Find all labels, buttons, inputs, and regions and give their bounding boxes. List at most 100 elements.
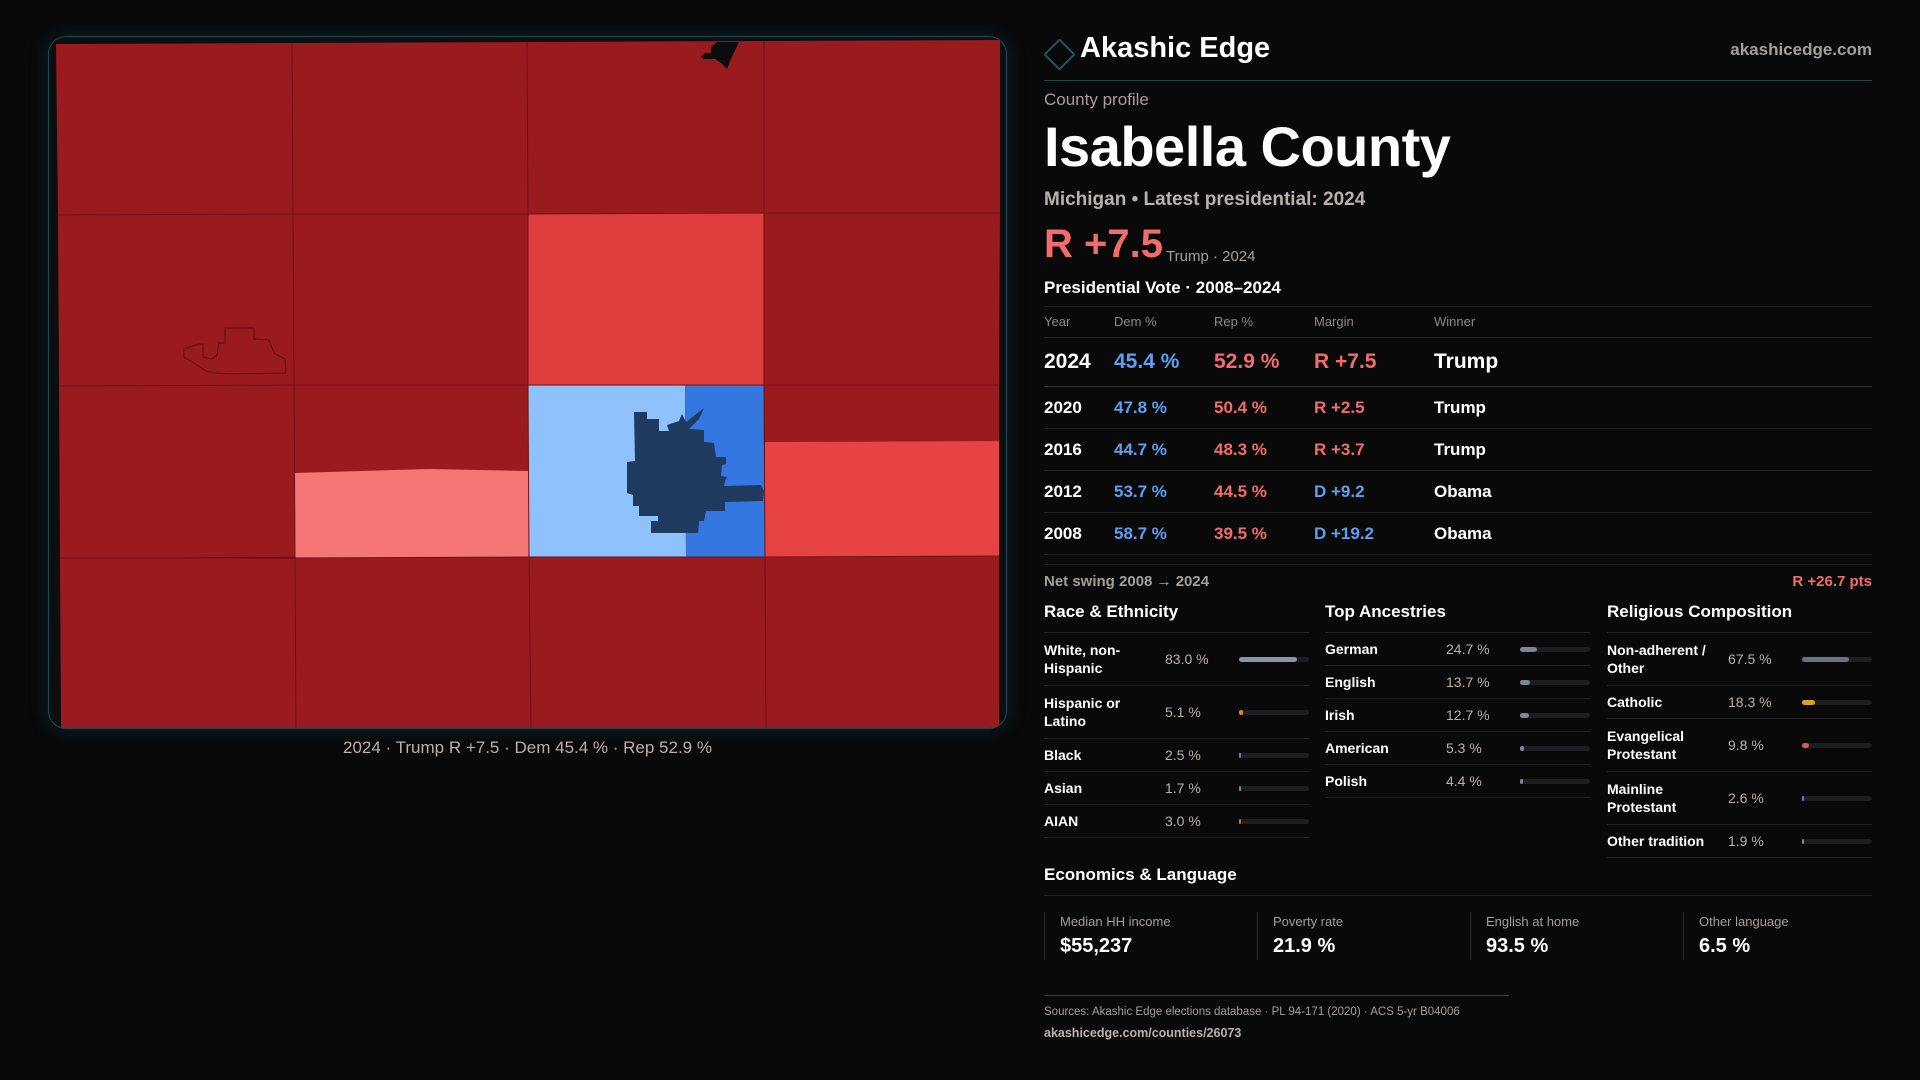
map-precinct[interactable] — [764, 385, 999, 442]
page-title: Isabella County — [1044, 115, 1451, 178]
demographic-label: Evangelical Protestant — [1607, 728, 1685, 762]
demographic-bar-fill — [1239, 709, 1243, 715]
row-winner: Trump — [1434, 398, 1486, 417]
demographic-row: Evangelical Protestant 9.8 % — [1607, 719, 1872, 772]
demographic-bar — [1802, 838, 1872, 844]
col-header-rep: Rep % — [1214, 314, 1254, 329]
demographic-value: 83.0 % — [1165, 651, 1209, 667]
col-header-dem: Dem % — [1114, 314, 1157, 329]
demographic-row: German 24.7 % — [1325, 633, 1590, 666]
demographic-value: 1.9 % — [1728, 833, 1764, 849]
demographic-label: AIAN — [1044, 813, 1079, 829]
demographic-bar — [1802, 742, 1872, 748]
demographic-value: 4.4 % — [1446, 773, 1482, 789]
demographic-row: Mainline Protestant 2.6 % — [1607, 772, 1872, 825]
table-row: 2024 45.4 % 52.9 % R +7.5 Trump — [1044, 338, 1872, 387]
demographic-label: White, non-Hispanic — [1044, 642, 1121, 676]
map-precinct[interactable] — [295, 557, 531, 729]
stat-label: Other language — [1699, 914, 1789, 929]
row-winner: Trump — [1434, 350, 1499, 373]
demographic-bar-fill — [1520, 778, 1524, 784]
demographic-bar-fill — [1239, 656, 1298, 662]
section-title: Top Ancestries — [1325, 602, 1590, 633]
map-void-area — [701, 42, 739, 69]
row-rep: 39.5 % — [1214, 524, 1267, 543]
stat-card-median-income: Median HH income $55,237 — [1044, 912, 1250, 960]
demographic-value: 5.1 % — [1165, 704, 1201, 720]
row-year: 2020 — [1044, 398, 1082, 417]
map-precinct[interactable] — [765, 441, 999, 557]
latest-margin: R +7.5 — [1044, 222, 1163, 266]
map-precinct[interactable] — [59, 385, 295, 558]
demographic-bar-fill — [1802, 699, 1815, 705]
row-dem: 58.7 % — [1114, 524, 1167, 543]
stat-label: Median HH income — [1060, 914, 1171, 929]
map-precinct[interactable] — [764, 213, 1000, 385]
demographic-label: Mainline Protestant — [1607, 781, 1677, 815]
city-mount-pleasant[interactable] — [627, 408, 764, 533]
map-precinct[interactable] — [292, 42, 528, 214]
row-margin: D +9.2 — [1314, 482, 1365, 501]
demographic-row: Non-adherent / Other 67.5 % — [1607, 633, 1872, 686]
section-title: Religious Composition — [1607, 602, 1872, 633]
demographic-label: American — [1325, 740, 1389, 756]
demographic-label: Polish — [1325, 773, 1368, 789]
map-precinct[interactable] — [528, 213, 764, 385]
demographic-bar — [1239, 709, 1309, 715]
demographic-value: 12.7 % — [1446, 707, 1490, 723]
demographic-bar — [1802, 795, 1872, 801]
demographic-value: 9.8 % — [1728, 737, 1764, 753]
stat-label: Poverty rate — [1273, 914, 1344, 929]
table-row: 2016 44.7 % 48.3 % R +3.7 Trump — [1044, 429, 1872, 471]
map-precinct[interactable] — [764, 40, 1000, 213]
stat-label: English at home — [1486, 914, 1580, 929]
brand-site-link[interactable]: akashicedge.com — [1730, 40, 1872, 59]
demographic-row: Catholic 18.3 % — [1607, 686, 1872, 719]
row-dem: 53.7 % — [1114, 482, 1167, 501]
demographic-bar-fill — [1802, 656, 1850, 662]
demographic-row: Black 2.5 % — [1044, 739, 1309, 772]
source-url-link[interactable]: akashicedge.com/counties/26073 — [1044, 1026, 1242, 1040]
vote-section-title: Presidential Vote · 2008–2024 — [1044, 278, 1281, 297]
net-swing-value: R +26.7 pts — [1792, 573, 1872, 590]
map-caption: 2024 · Trump R +7.5 · Dem 45.4 % · Rep 5… — [343, 738, 712, 757]
row-year: 2016 — [1044, 440, 1082, 459]
demographic-value: 2.5 % — [1165, 747, 1201, 763]
map-precinct[interactable] — [60, 558, 296, 729]
table-row: 2012 53.7 % 44.5 % D +9.2 Obama — [1044, 471, 1872, 513]
map-precinct[interactable] — [529, 557, 766, 729]
sources-divider — [1044, 995, 1509, 996]
demographic-bar-fill — [1520, 712, 1529, 718]
demographic-row: Irish 12.7 % — [1325, 699, 1590, 732]
demographic-row: Other tradition 1.9 % — [1607, 825, 1872, 858]
precinct-map-svg — [56, 40, 1000, 729]
table-header-row: Year Dem % Rep % Margin Winner — [1044, 307, 1872, 338]
demographic-bar-fill — [1520, 646, 1538, 652]
map-precinct[interactable] — [294, 385, 529, 473]
demographic-bar — [1239, 752, 1309, 758]
map-precinct[interactable] — [765, 556, 999, 729]
table-row: 2008 58.7 % 39.5 % D +19.2 Obama — [1044, 513, 1872, 555]
county-map[interactable] — [48, 36, 1007, 729]
brand-header: Akashic Edge akashicedge.com — [1043, 30, 1872, 81]
stat-value: $55,237 — [1060, 935, 1133, 957]
demographic-row: Polish 4.4 % — [1325, 765, 1590, 798]
economics-cards: Median HH income $55,237 Poverty rate 21… — [1044, 912, 1872, 964]
map-precinct[interactable] — [293, 214, 528, 385]
map-precinct[interactable] — [58, 214, 294, 386]
row-dem: 47.8 % — [1114, 398, 1167, 417]
demographic-row: Asian 1.7 % — [1044, 772, 1309, 805]
demographic-bar-fill — [1239, 785, 1241, 791]
map-precinct[interactable] — [56, 43, 293, 215]
township-outline — [183, 327, 287, 375]
row-year: 2024 — [1044, 350, 1091, 373]
map-precinct[interactable] — [295, 469, 529, 558]
stat-card-other-language: Other language 6.5 % — [1683, 912, 1889, 960]
map-precinct[interactable] — [527, 41, 764, 214]
stat-value: 93.5 % — [1486, 935, 1549, 957]
net-swing-label: Net swing 2008 → 2024 — [1044, 573, 1210, 590]
demographic-label: Non-adherent / Other — [1607, 642, 1706, 676]
latest-margin-note: Trump · 2024 — [1166, 248, 1256, 265]
demographic-bar-fill — [1802, 795, 1804, 801]
col-header-year: Year — [1044, 314, 1071, 329]
